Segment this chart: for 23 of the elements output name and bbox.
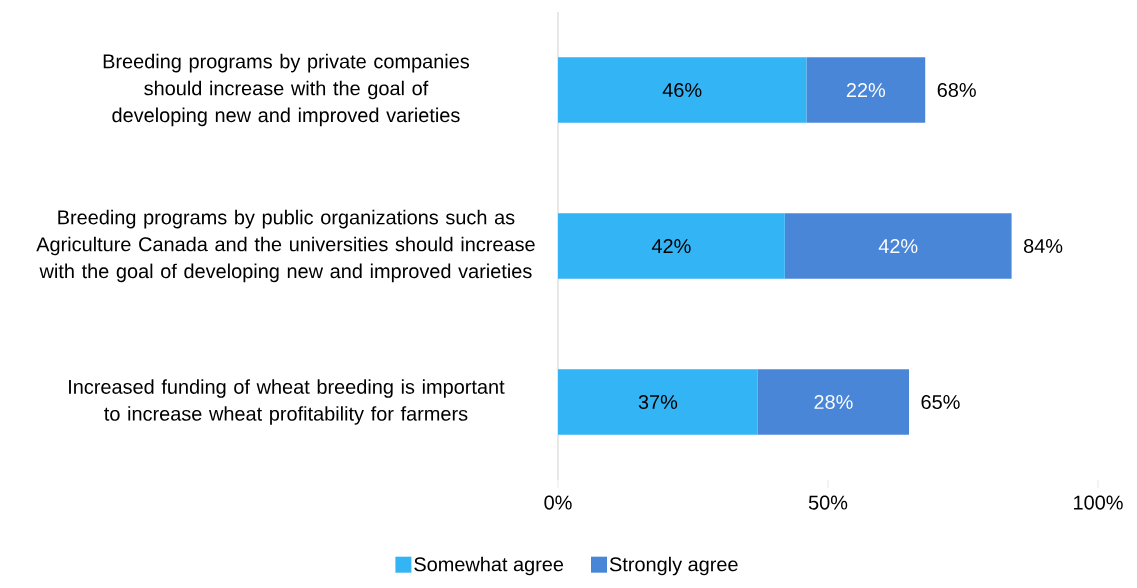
- bar: [784, 213, 1012, 279]
- bar: [558, 213, 785, 279]
- x-tick-label: 50%: [808, 495, 848, 510]
- bar: [558, 369, 758, 435]
- x-tick-label: 0%: [544, 495, 572, 510]
- x-tick-label: 100%: [1074, 495, 1123, 510]
- data-label: 46%: [662, 82, 702, 98]
- total-label: 84%: [1023, 238, 1063, 254]
- data-label: 42%: [878, 239, 918, 254]
- data-label: 22%: [846, 83, 886, 98]
- y-tick-label: Breeding programs by public organizations such as Agriculture Canada and the universities should increase with the goal of developing new and improved varieties: [36, 209, 535, 283]
- y-tick-label: Breeding programs by private companies should increase with the goal of developing new and improved varieties: [103, 53, 470, 127]
- data-label: 42%: [651, 239, 691, 254]
- legend-label: Somewhat agree: [414, 556, 564, 576]
- legend-label: Strongly agree: [609, 556, 738, 576]
- data-label: 28%: [814, 394, 853, 410]
- data-label: 37%: [638, 394, 678, 410]
- y-tick-label: Increased funding of wheat breeding is important to increase wheat profitability for farmers: [69, 379, 505, 425]
- bar: [558, 57, 807, 123]
- bar: [757, 369, 909, 435]
- total-label: 68%: [937, 82, 976, 98]
- bar: [806, 57, 926, 123]
- total-label: 65%: [921, 394, 960, 410]
